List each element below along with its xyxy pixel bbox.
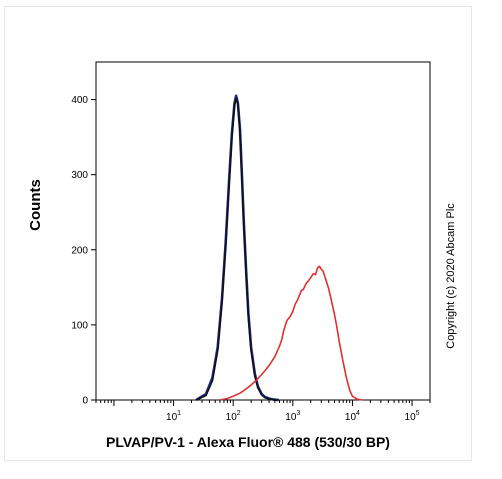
- y-tick-label: 400: [71, 95, 88, 106]
- series-layer: [195, 94, 364, 402]
- plot-border: [95, 61, 431, 401]
- y-tick-label: 0: [82, 396, 88, 407]
- x-tick-label: 103: [285, 410, 300, 423]
- histogram-series-1: [195, 94, 279, 402]
- x-axis-ticks: 101 102 103 104 105: [95, 400, 431, 423]
- x-tick-label: 105: [405, 410, 420, 423]
- histogram-series-3: [219, 265, 364, 401]
- histogram-series-2: [195, 97, 279, 401]
- y-tick-label: 100: [71, 320, 88, 331]
- x-tick-label: 104: [345, 410, 360, 423]
- x-tick-label: 102: [226, 410, 241, 423]
- copyright-text: Copyright (c) 2020 Abcam Plc: [445, 203, 457, 349]
- y-tick-label: 300: [71, 170, 88, 181]
- chart-frame: [4, 6, 472, 461]
- x-tick-label: 101: [166, 410, 181, 423]
- y-tick-label: 200: [71, 245, 88, 256]
- x-axis-label: PLVAP/PV-1 - Alexa Fluor® 488 (530/30 BP…: [106, 434, 390, 450]
- y-axis-ticks: 0 100 200 300 400: [71, 95, 96, 407]
- y-axis-label: Counts: [27, 179, 44, 231]
- plot-area: [95, 61, 431, 401]
